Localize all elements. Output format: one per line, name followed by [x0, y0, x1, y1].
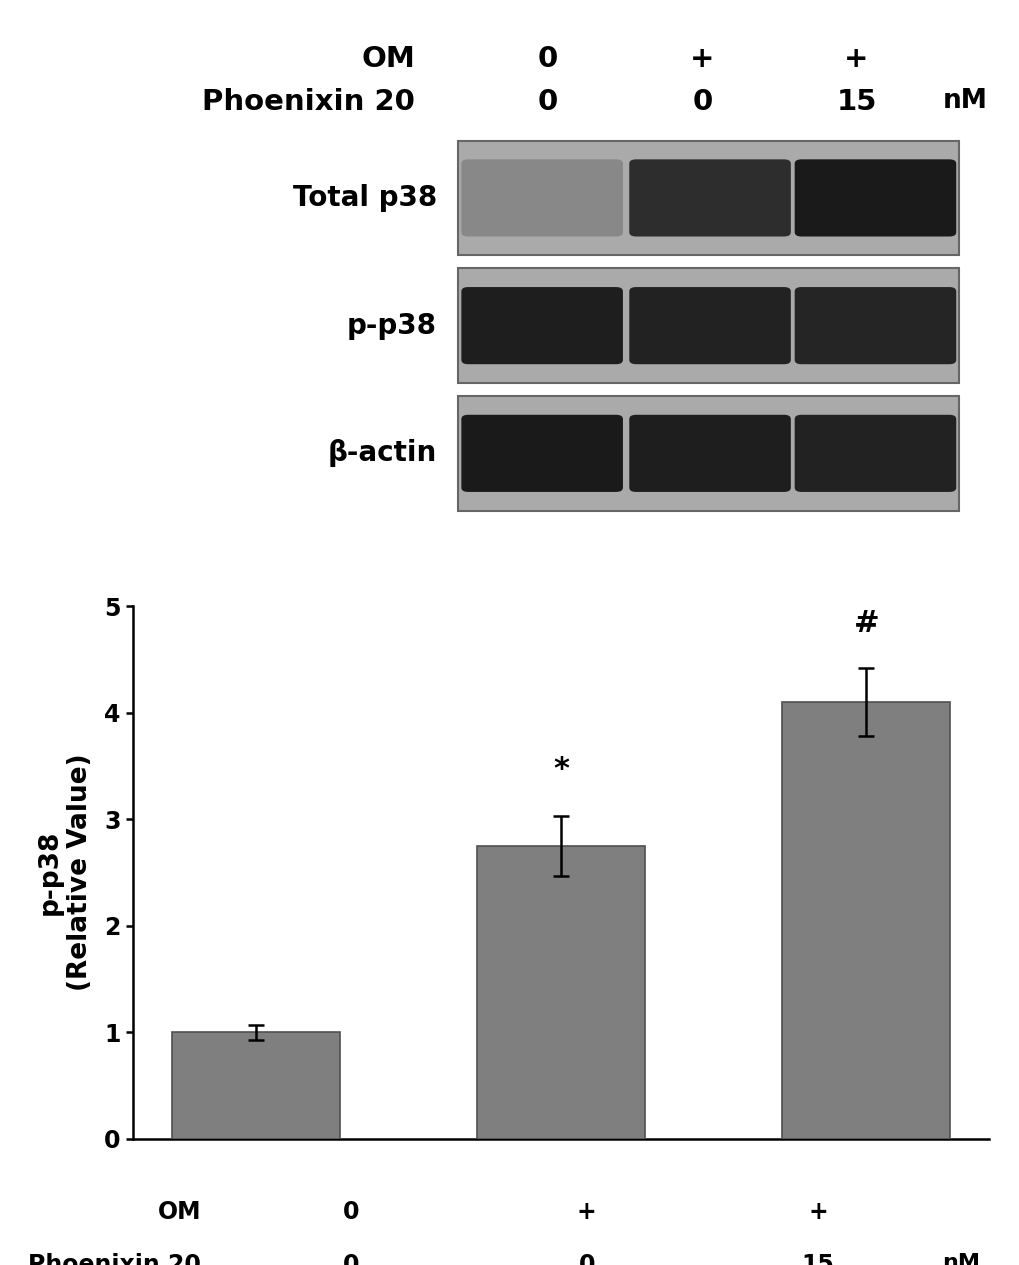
- FancyBboxPatch shape: [629, 159, 790, 237]
- FancyBboxPatch shape: [629, 287, 790, 364]
- Bar: [782, 702, 950, 1138]
- Text: OM: OM: [158, 1199, 201, 1223]
- FancyBboxPatch shape: [461, 159, 623, 237]
- Text: nM: nM: [942, 87, 986, 114]
- Text: #: #: [853, 610, 878, 639]
- Text: +: +: [807, 1199, 827, 1223]
- Text: 15: 15: [836, 87, 876, 115]
- FancyBboxPatch shape: [629, 415, 790, 492]
- Text: 0: 0: [578, 1252, 594, 1265]
- Text: nM: nM: [942, 1252, 979, 1265]
- Text: β-actin: β-actin: [327, 439, 436, 467]
- Text: Phoenixin 20: Phoenixin 20: [29, 1252, 201, 1265]
- Text: 0: 0: [537, 46, 557, 73]
- Bar: [458, 396, 959, 511]
- Text: 15: 15: [801, 1252, 834, 1265]
- Text: 0: 0: [342, 1199, 359, 1223]
- Text: *: *: [552, 755, 569, 784]
- FancyBboxPatch shape: [461, 287, 623, 364]
- FancyBboxPatch shape: [794, 415, 955, 492]
- Bar: [458, 268, 959, 383]
- Text: +: +: [690, 46, 714, 73]
- FancyBboxPatch shape: [461, 415, 623, 492]
- FancyBboxPatch shape: [794, 159, 955, 237]
- Text: OM: OM: [361, 46, 415, 73]
- Bar: [171, 1032, 339, 1138]
- Y-axis label: p-p38
(Relative Value): p-p38 (Relative Value): [37, 754, 93, 992]
- Bar: [458, 140, 959, 256]
- Text: Total p38: Total p38: [292, 183, 436, 213]
- Bar: [477, 846, 644, 1138]
- Text: Phoenixin 20: Phoenixin 20: [202, 87, 415, 115]
- Text: 0: 0: [342, 1252, 359, 1265]
- Text: +: +: [844, 46, 868, 73]
- FancyBboxPatch shape: [794, 287, 955, 364]
- Text: 0: 0: [537, 87, 557, 115]
- Text: p-p38: p-p38: [346, 311, 436, 339]
- Text: +: +: [577, 1199, 596, 1223]
- Text: 0: 0: [692, 87, 712, 115]
